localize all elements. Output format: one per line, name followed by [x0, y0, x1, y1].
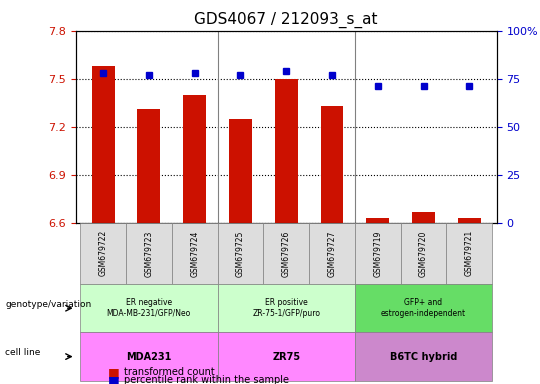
Text: GSM679724: GSM679724 [190, 230, 199, 276]
Title: GDS4067 / 212093_s_at: GDS4067 / 212093_s_at [194, 12, 378, 28]
Bar [458, 218, 481, 223]
FancyBboxPatch shape [355, 223, 401, 284]
Bar [366, 218, 389, 223]
FancyBboxPatch shape [80, 284, 218, 333]
FancyBboxPatch shape [309, 223, 355, 284]
Text: GSM679720: GSM679720 [419, 230, 428, 276]
FancyBboxPatch shape [218, 223, 264, 284]
FancyBboxPatch shape [401, 223, 447, 284]
Text: GSM679727: GSM679727 [327, 230, 336, 276]
Text: ZR75: ZR75 [272, 352, 300, 362]
FancyBboxPatch shape [80, 333, 218, 381]
FancyBboxPatch shape [264, 223, 309, 284]
Bar [321, 106, 343, 223]
Bar [137, 109, 160, 223]
Text: MDA231: MDA231 [126, 352, 172, 362]
Text: GSM679722: GSM679722 [99, 230, 107, 276]
Text: ER negative
MDA-MB-231/GFP/Neo: ER negative MDA-MB-231/GFP/Neo [107, 298, 191, 318]
Text: percentile rank within the sample: percentile rank within the sample [124, 375, 289, 384]
Bar [275, 79, 298, 223]
Text: ■: ■ [108, 374, 120, 384]
Text: ER positive
ZR-75-1/GFP/puro: ER positive ZR-75-1/GFP/puro [252, 298, 320, 318]
Text: GSM679721: GSM679721 [465, 230, 474, 276]
FancyBboxPatch shape [126, 223, 172, 284]
Bar [412, 212, 435, 223]
Text: GSM679726: GSM679726 [282, 230, 291, 276]
Text: ■: ■ [108, 366, 120, 379]
Bar [183, 95, 206, 223]
FancyBboxPatch shape [218, 333, 355, 381]
FancyBboxPatch shape [218, 284, 355, 333]
Text: genotype/variation: genotype/variation [5, 300, 92, 309]
FancyBboxPatch shape [355, 333, 492, 381]
Text: GSM679725: GSM679725 [236, 230, 245, 276]
Bar [229, 119, 252, 223]
Text: GSM679719: GSM679719 [373, 230, 382, 276]
FancyBboxPatch shape [447, 223, 492, 284]
Bar [92, 66, 114, 223]
FancyBboxPatch shape [80, 223, 126, 284]
FancyBboxPatch shape [355, 284, 492, 333]
FancyBboxPatch shape [172, 223, 218, 284]
Text: GSM679723: GSM679723 [144, 230, 153, 276]
Text: B6TC hybrid: B6TC hybrid [390, 352, 457, 362]
Text: GFP+ and
estrogen-independent: GFP+ and estrogen-independent [381, 298, 466, 318]
Text: cell line: cell line [5, 348, 41, 357]
Text: transformed count: transformed count [124, 367, 215, 377]
